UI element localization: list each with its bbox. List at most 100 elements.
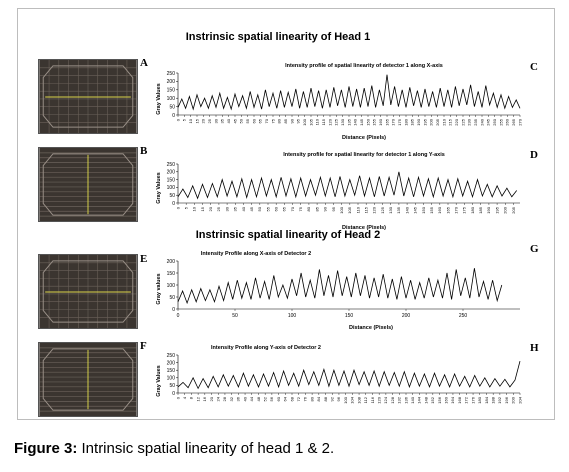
chart-c-x-tick-label: 65: [258, 118, 263, 123]
chart-h-y-tick-label: 250: [167, 353, 176, 359]
chart-h-x-tick-label: 72: [296, 396, 301, 401]
head1-title: Instrinsic spatial linearity of Head 1: [185, 31, 371, 43]
panel-f-image: [38, 342, 138, 417]
chart-d-x-tick-label: 140: [404, 206, 409, 213]
chart-c-x-tick-label: 155: [372, 118, 377, 125]
chart-h-x-tick-label: 168: [457, 396, 462, 403]
chart-g-x-tick-label: 200: [402, 313, 411, 319]
chart-d-x-tick-label: 0: [175, 206, 180, 209]
chart-h-x-tick-label: 204: [517, 396, 522, 403]
chart-h-x-tick-label: 68: [289, 396, 294, 401]
head2-title: Instrinsic spatial linearity of Head 2: [195, 229, 381, 241]
chart-h-x-tick-label: 48: [256, 396, 261, 401]
chart-d-xlabel: Distance (Pixels): [342, 225, 386, 231]
chart-d-title: Intensity profile for spatial linearity …: [283, 152, 445, 158]
chart-h: Intensity Profile along Y-axis of Detect…: [156, 345, 522, 404]
chart-c-x-tick-label: 130: [340, 118, 345, 125]
chart-c-x-tick-label: 220: [454, 118, 459, 125]
panel-letter-h: H: [530, 342, 539, 354]
chart-c-x-tick-label: 10: [188, 118, 193, 123]
chart-c-x-tick-label: 60: [251, 118, 256, 123]
panel-letter-g: G: [530, 243, 539, 255]
chart-g-y-tick-label: 150: [167, 271, 176, 277]
chart-d: Intensity profile for spatial linearity …: [156, 152, 520, 231]
chart-d-x-tick-label: 95: [331, 206, 336, 211]
chart-c-x-tick-label: 215: [448, 118, 453, 125]
chart-c-x-tick-label: 225: [460, 118, 465, 125]
chart-d-x-tick-label: 135: [396, 206, 401, 213]
chart-d-x-tick-label: 110: [355, 206, 360, 213]
panel-e-image: [38, 254, 138, 329]
chart-h-series-line: [177, 360, 521, 390]
chart-c-x-tick-label: 260: [505, 118, 510, 125]
chart-c-y-tick-label: 250: [167, 71, 176, 77]
chart-d-x-tick-label: 205: [511, 206, 516, 213]
chart-d-x-tick-label: 5: [183, 206, 188, 209]
chart-h-x-tick-label: 180: [477, 396, 482, 403]
chart-d-x-tick-label: 15: [200, 206, 205, 211]
chart-d-x-tick-label: 50: [257, 206, 262, 211]
chart-d-x-tick-label: 145: [413, 206, 418, 213]
chart-c-x-tick-label: 15: [194, 118, 199, 123]
chart-c-x-tick-label: 135: [346, 118, 351, 125]
chart-h-x-tick-label: 176: [470, 396, 475, 403]
chart-c-x-tick-label: 100: [302, 118, 307, 125]
panel-letter-d: D: [530, 149, 538, 161]
chart-h-x-tick-label: 172: [464, 396, 469, 403]
chart-h-y-tick-label: 100: [167, 376, 176, 382]
panel-letter-f: F: [140, 340, 147, 352]
chart-c-x-tick-label: 90: [289, 118, 294, 123]
chart-c-x-tick-label: 145: [359, 118, 364, 125]
chart-g-xlabel: Distance (Pixels): [349, 325, 393, 331]
chart-h-x-tick-label: 124: [383, 396, 388, 403]
chart-d-y-tick-label: 0: [172, 201, 175, 207]
chart-h-x-tick-label: 8: [189, 396, 194, 399]
chart-h-x-tick-label: 108: [356, 396, 361, 403]
chart-g-x-tick-label: 50: [232, 313, 238, 319]
chart-d-x-tick-label: 100: [339, 206, 344, 213]
chart-g-x-tick-label: 0: [177, 313, 180, 319]
chart-d-y-tick-label: 250: [167, 162, 176, 168]
chart-g-y-tick-label: 100: [167, 283, 176, 289]
chart-c-x-tick-label: 115: [321, 118, 326, 125]
chart-c-x-tick-label: 45: [232, 118, 237, 123]
chart-d-y-tick-label: 50: [169, 193, 175, 199]
figure-caption: Figure 3: Intrinsic spatial linearity of…: [14, 440, 334, 457]
chart-d-x-tick-label: 85: [314, 206, 319, 211]
chart-d-y-tick-label: 200: [167, 170, 176, 176]
chart-h-y-tick-label: 0: [172, 391, 175, 397]
chart-c-x-tick-label: 55: [245, 118, 250, 123]
chart-c-x-tick-label: 165: [384, 118, 389, 125]
chart-c-x-tick-label: 180: [403, 118, 408, 125]
chart-c-x-tick-label: 240: [479, 118, 484, 125]
chart-c-x-tick-label: 120: [327, 118, 332, 125]
chart-h-ylabel: Gray Values: [156, 365, 162, 397]
chart-d-x-tick-label: 120: [372, 206, 377, 213]
chart-g-x-tick-label: 100: [288, 313, 297, 319]
chart-d-x-tick-label: 200: [503, 206, 508, 213]
panel-a-image: [38, 59, 138, 134]
chart-h-x-tick-label: 60: [276, 396, 281, 401]
chart-c-x-tick-label: 160: [378, 118, 383, 125]
chart-h-x-tick-label: 80: [309, 396, 314, 401]
chart-c-series-line: [177, 74, 521, 111]
chart-d-x-tick-label: 160: [437, 206, 442, 213]
chart-g-y-tick-label: 0: [172, 307, 175, 313]
chart-d-x-tick-label: 10: [192, 206, 197, 211]
chart-c-x-tick-label: 270: [517, 118, 522, 125]
chart-d-y-tick-label: 150: [167, 177, 176, 183]
chart-h-x-tick-label: 136: [403, 396, 408, 403]
chart-d-x-tick-label: 170: [453, 206, 458, 213]
chart-d-x-tick-label: 165: [445, 206, 450, 213]
chart-c-x-tick-label: 185: [410, 118, 415, 125]
chart-d-x-tick-label: 80: [306, 206, 311, 211]
chart-c-x-tick-label: 110: [315, 118, 320, 125]
chart-h-x-tick-label: 192: [497, 396, 502, 403]
chart-c-x-tick-label: 195: [422, 118, 427, 125]
chart-h-x-tick-label: 120: [376, 396, 381, 403]
chart-d-x-tick-label: 180: [470, 206, 475, 213]
chart-h-x-tick-label: 188: [490, 396, 495, 403]
chart-c-xlabel: Distance (Pixels): [342, 135, 386, 141]
chart-c-title: Intensity profile of spatial linearity o…: [285, 63, 443, 69]
chart-c-x-tick-label: 200: [429, 118, 434, 125]
